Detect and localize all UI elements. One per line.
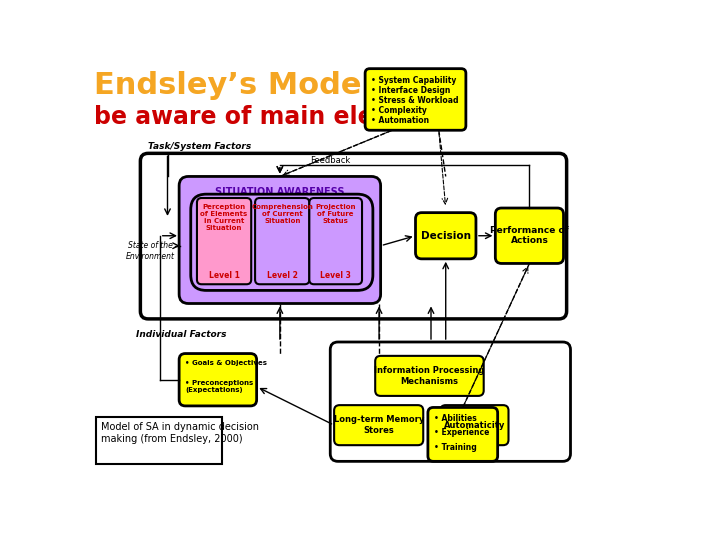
FancyBboxPatch shape (375, 356, 484, 396)
FancyBboxPatch shape (428, 408, 498, 461)
Text: Individual Factors: Individual Factors (137, 330, 227, 340)
Text: Long-term Memory
Stores: Long-term Memory Stores (333, 415, 424, 435)
Text: • Automation: • Automation (372, 117, 429, 125)
FancyBboxPatch shape (441, 405, 508, 445)
FancyBboxPatch shape (310, 198, 362, 284)
Text: Automaticity: Automaticity (444, 421, 505, 430)
Text: • Preconceptions
(Expectations): • Preconceptions (Expectations) (185, 380, 253, 393)
Text: • Abilities: • Abilities (434, 414, 477, 423)
Text: Task/System Factors: Task/System Factors (148, 142, 251, 151)
Text: Model of SA in dynamic decision
making (from Endsley, 2000): Model of SA in dynamic decision making (… (101, 422, 259, 444)
Text: Performance of
Actions: Performance of Actions (490, 226, 569, 246)
Bar (96, 417, 222, 464)
Text: • Experience: • Experience (434, 428, 490, 437)
FancyBboxPatch shape (495, 208, 564, 264)
Text: Level 3: Level 3 (320, 271, 351, 280)
Text: State of the
Environment: State of the Environment (126, 241, 175, 261)
FancyBboxPatch shape (330, 342, 570, 461)
Text: be aware of main elements: be aware of main elements (94, 105, 456, 129)
FancyBboxPatch shape (179, 177, 381, 303)
Text: • Training: • Training (434, 443, 477, 452)
Text: Projection
of Future
Status: Projection of Future Status (315, 204, 356, 224)
Text: • Complexity: • Complexity (372, 106, 427, 116)
Text: Level 2: Level 2 (267, 271, 297, 280)
FancyBboxPatch shape (334, 405, 423, 445)
Text: Level 1: Level 1 (209, 271, 240, 280)
Text: • Goals & Objectives: • Goals & Objectives (185, 360, 267, 366)
Text: • Interface Design: • Interface Design (372, 86, 451, 96)
FancyBboxPatch shape (365, 69, 466, 130)
FancyBboxPatch shape (255, 198, 310, 284)
Text: • System Capability: • System Capability (372, 76, 456, 85)
Text: Feedback: Feedback (310, 156, 351, 165)
Text: Decision: Decision (420, 231, 471, 241)
Text: Perception
of Elements
in Current
Situation: Perception of Elements in Current Situat… (200, 204, 248, 231)
FancyBboxPatch shape (197, 198, 251, 284)
Text: Comprehension
of Current
Situation: Comprehension of Current Situation (251, 204, 313, 224)
Text: SITUATION AWARENESS: SITUATION AWARENESS (215, 187, 345, 197)
Text: Information Processing
Mechanisms: Information Processing Mechanisms (374, 366, 485, 386)
Text: Endsley’s Model: Endsley’s Model (94, 71, 372, 100)
Text: • Stress & Workload: • Stress & Workload (372, 96, 459, 105)
FancyBboxPatch shape (179, 354, 256, 406)
FancyBboxPatch shape (415, 213, 476, 259)
FancyBboxPatch shape (140, 153, 567, 319)
